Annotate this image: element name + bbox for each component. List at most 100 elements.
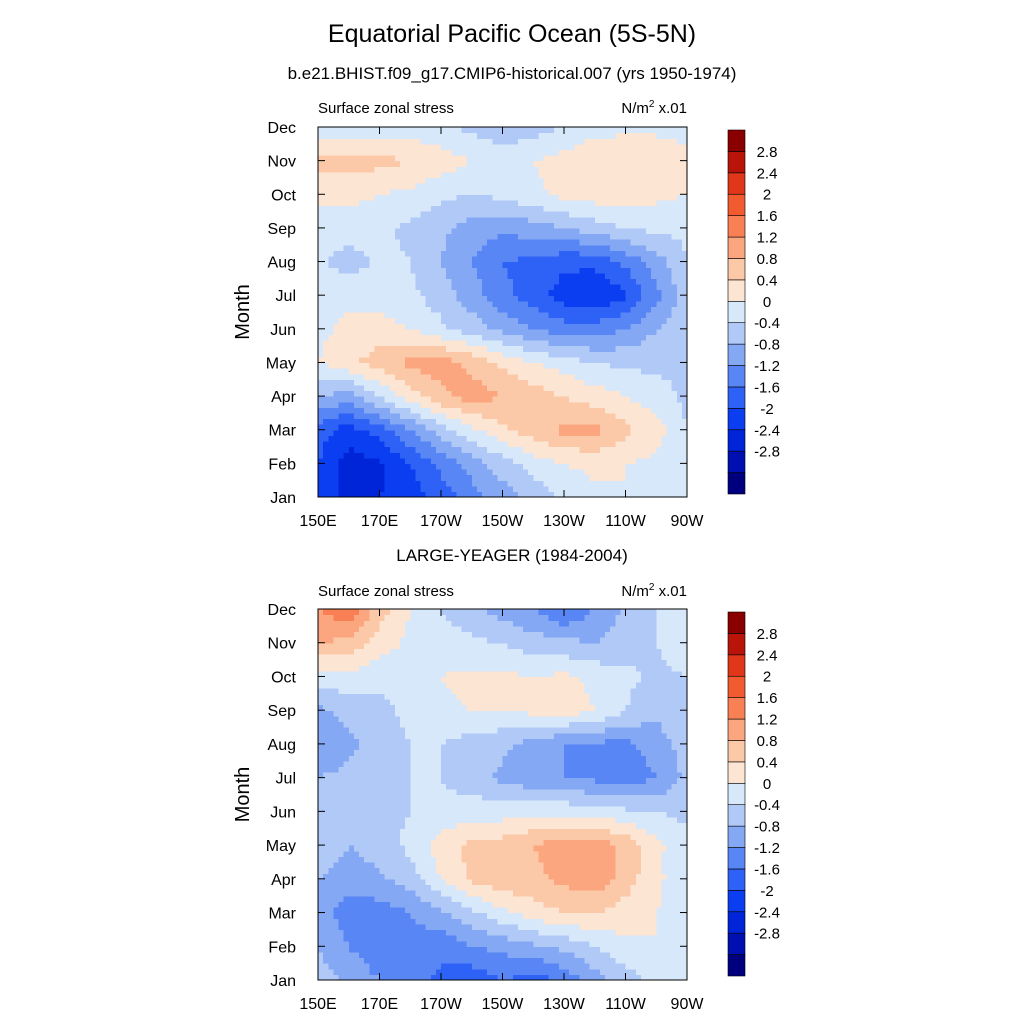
heatmap-cell	[425, 418, 432, 425]
heatmap-cell	[476, 233, 483, 240]
heatmap-cell	[451, 424, 457, 431]
heatmap-cell	[318, 194, 324, 201]
heatmap-cell	[512, 491, 519, 497]
heatmap-cell	[466, 429, 473, 436]
heatmap-cell	[564, 440, 570, 448]
heatmap-cell	[646, 418, 652, 425]
heatmap-cell	[635, 239, 642, 246]
heatmap-cell	[579, 362, 586, 369]
heatmap-cell	[589, 295, 596, 302]
heatmap-cell	[584, 446, 591, 453]
heatmap-cell	[359, 205, 365, 212]
heatmap-cell	[564, 384, 570, 392]
heatmap-cell	[487, 412, 493, 420]
heatmap-cell	[630, 312, 637, 319]
heatmap-cell	[646, 429, 652, 436]
heatmap-cell	[635, 205, 642, 212]
heatmap-cell	[359, 149, 365, 156]
heatmap-cell	[523, 480, 529, 487]
heatmap-cell	[579, 222, 586, 229]
heatmap-cell	[651, 384, 657, 392]
heatmap-cell	[533, 283, 539, 291]
heatmap-cell	[558, 323, 565, 330]
heatmap-cell	[564, 205, 570, 212]
heatmap-cell	[471, 457, 478, 464]
heatmap-cell	[558, 272, 565, 279]
heatmap-cell	[630, 373, 637, 380]
heatmap-cell	[466, 362, 473, 369]
heatmap-cell	[338, 127, 345, 134]
heatmap-cell	[605, 183, 611, 190]
heatmap-cell	[441, 373, 447, 380]
heatmap-cell	[666, 233, 673, 240]
heatmap-cell	[651, 418, 657, 425]
heatmap-cell	[681, 463, 687, 470]
heatmap-cell	[574, 222, 580, 229]
heatmap-cell	[615, 295, 621, 302]
heatmap-cell	[389, 446, 396, 453]
heatmap-cell	[507, 211, 514, 218]
heatmap-cell	[359, 368, 365, 375]
heatmap-cell	[394, 267, 401, 274]
heatmap-cell	[384, 407, 391, 414]
heatmap-cell	[538, 429, 545, 436]
heatmap-cell	[425, 340, 432, 347]
heatmap-cell	[528, 267, 534, 274]
heatmap-cell	[487, 222, 493, 229]
heatmap-cell	[620, 328, 627, 336]
heatmap-cell	[635, 340, 642, 347]
heatmap-cell	[558, 401, 565, 408]
heatmap-cell	[548, 345, 555, 352]
heatmap-cell	[630, 362, 637, 369]
heatmap-cell	[543, 194, 550, 201]
heatmap-cell	[482, 300, 488, 307]
heatmap-cell	[446, 457, 452, 464]
heatmap-cell	[533, 317, 539, 324]
colorbar-box	[727, 193, 746, 216]
heatmap-cell	[533, 127, 539, 134]
heatmap-cell	[389, 957, 396, 964]
heatmap-cell	[676, 127, 683, 134]
heatmap-cell	[425, 968, 432, 975]
heatmap-cell	[517, 250, 524, 257]
heatmap-cell	[461, 177, 468, 184]
heatmap-cell	[466, 289, 473, 296]
heatmap-cell	[533, 485, 539, 492]
heatmap-cell	[528, 368, 534, 375]
heatmap-cell	[681, 379, 687, 386]
heatmap-cell	[425, 222, 432, 229]
heatmap-cell	[558, 373, 565, 380]
heatmap-cell	[456, 211, 463, 218]
heatmap-cell	[461, 323, 468, 330]
heatmap-cell	[353, 457, 360, 464]
heatmap-cell	[394, 401, 401, 408]
heatmap-cell	[374, 340, 381, 347]
heatmap-cell	[584, 457, 591, 464]
heatmap-cell	[517, 183, 524, 190]
heatmap-cell	[343, 401, 350, 408]
heatmap-cell	[379, 440, 386, 448]
heatmap-cell	[348, 946, 355, 953]
heatmap-cell	[389, 205, 396, 212]
heatmap-cell	[584, 351, 591, 358]
heatmap-cell	[651, 317, 657, 324]
heatmap-cell	[543, 317, 550, 324]
heatmap-cell	[471, 323, 478, 330]
heatmap-cell	[589, 272, 596, 279]
heatmap-cell	[446, 317, 452, 324]
heatmap-cell	[461, 272, 468, 279]
heatmap-cell	[620, 368, 627, 375]
heatmap-cell	[625, 171, 632, 179]
heatmap-cell	[574, 384, 580, 392]
heatmap-cell	[676, 373, 683, 380]
heatmap-cell	[630, 216, 637, 223]
heatmap-cell	[523, 306, 529, 313]
heatmap-cell	[517, 306, 524, 313]
heatmap-cell	[374, 435, 381, 442]
heatmap-cell	[676, 317, 683, 324]
heatmap-cell	[512, 194, 519, 201]
heatmap-cell	[394, 188, 401, 195]
heatmap-cell	[512, 216, 519, 223]
heatmap-cell	[461, 356, 468, 364]
heatmap-cell	[579, 233, 586, 240]
